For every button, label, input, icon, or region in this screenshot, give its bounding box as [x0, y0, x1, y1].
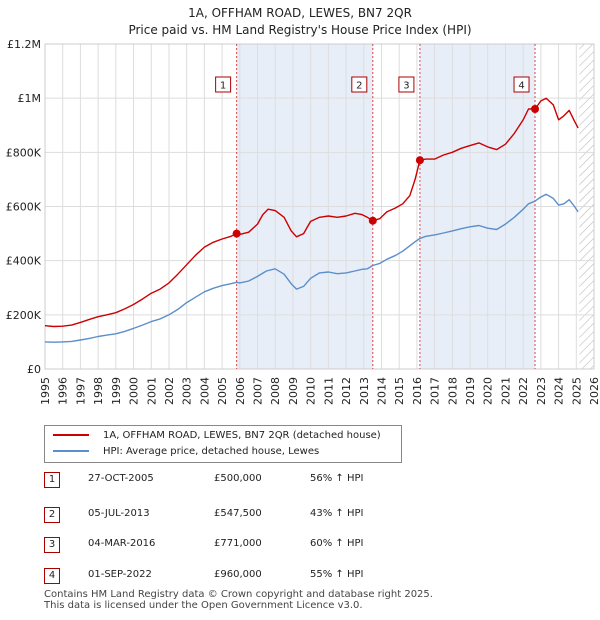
- sale-label-box: [215, 76, 232, 93]
- footer-line-copyright: Contains HM Land Registry data © Crown c…: [44, 589, 433, 600]
- chart-title: 1A, OFFHAM ROAD, LEWES, BN7 2QR: [188, 6, 412, 20]
- y-tick-label: £800K: [6, 146, 42, 159]
- x-tick-label: 2020: [482, 377, 495, 405]
- sale-row: 4 01-SEP-2022 £960,000 55% ↑ HPI: [44, 568, 464, 584]
- x-tick-label: 2002: [163, 377, 176, 405]
- y-tick-label: £200K: [6, 309, 42, 322]
- x-tick-label: 2018: [446, 377, 459, 405]
- x-tick-label: 2003: [181, 377, 194, 405]
- sale-date: 01-SEP-2022: [88, 569, 152, 580]
- x-tick-label: 2019: [464, 377, 477, 405]
- sale-price: £771,000: [214, 538, 262, 549]
- sale-hpi-change: 56% ↑ HPI: [310, 473, 364, 484]
- sale-date: 27-OCT-2005: [88, 473, 154, 484]
- sale-point: [531, 105, 540, 113]
- sale-row: 3 04-MAR-2016 £771,000 60% ↑ HPI: [44, 537, 464, 553]
- sale-label-number: 2: [356, 81, 362, 92]
- y-tick-label: £0: [27, 363, 41, 376]
- x-tick-label: 2008: [269, 377, 282, 405]
- sale-label-number: 4: [518, 81, 524, 92]
- x-tick-label: 2022: [517, 377, 530, 405]
- sale-point: [232, 229, 241, 238]
- x-tick-label: 2013: [358, 377, 371, 405]
- sale-date: 05-JUL-2013: [88, 508, 150, 519]
- sale-label-box: [398, 76, 415, 93]
- x-tick-label: 2001: [145, 377, 158, 405]
- sale-row: 2 05-JUL-2013 £547,500 43% ↑ HPI: [44, 507, 464, 523]
- sale-price: £960,000: [214, 569, 262, 580]
- legend-label-hpi: HPI: Average price, detached house, Lewe…: [103, 446, 320, 457]
- sale-row: 1 27-OCT-2005 £500,000 56% ↑ HPI: [44, 472, 464, 488]
- x-tick-label: 1996: [57, 377, 70, 405]
- legend: 1A, OFFHAM ROAD, LEWES, BN7 2QR (detache…: [44, 425, 402, 463]
- x-tick-label: 2014: [375, 377, 388, 405]
- x-tick-label: 2025: [570, 377, 583, 405]
- legend-item-property: 1A, OFFHAM ROAD, LEWES, BN7 2QR (detache…: [53, 429, 381, 443]
- legend-swatch-hpi: [53, 450, 89, 452]
- x-tick-label: 2009: [287, 377, 300, 405]
- sale-date: 04-MAR-2016: [88, 538, 156, 549]
- legend-swatch-property: [53, 434, 89, 436]
- x-tick-label: 1995: [39, 377, 52, 405]
- x-tick-label: 2023: [535, 377, 548, 405]
- x-tick-label: 2026: [588, 377, 600, 405]
- plot-frame: [44, 43, 595, 370]
- sale-number-badge: 4: [44, 568, 60, 584]
- x-tick-label: 2024: [553, 377, 566, 405]
- footer-line-licence: This data is licensed under the Open Gov…: [44, 600, 363, 611]
- y-tick-label: £1.2M: [7, 38, 41, 51]
- sale-label-box: [513, 76, 530, 93]
- x-tick-label: 1997: [74, 377, 87, 405]
- property-price-line: [44, 97, 579, 328]
- sale-number-badge: 2: [44, 507, 60, 523]
- y-tick-label: £400K: [6, 255, 42, 268]
- sale-price: £500,000: [214, 473, 262, 484]
- sale-point: [368, 216, 377, 225]
- sale-number-badge: 3: [44, 537, 60, 553]
- footer-attribution: Contains HM Land Registry data © Crown c…: [44, 589, 433, 611]
- y-tick-label: £600K: [6, 201, 42, 214]
- sale-label-number: 1: [220, 81, 226, 92]
- sale-label-number: 3: [403, 81, 409, 92]
- sale-hpi-change: 43% ↑ HPI: [310, 508, 364, 519]
- sale-point: [415, 156, 424, 165]
- x-tick-label: 2007: [252, 377, 265, 405]
- x-tick-label: 2021: [499, 377, 512, 405]
- x-tick-label: 2015: [393, 377, 406, 405]
- x-tick-label: 2016: [411, 377, 424, 405]
- x-tick-label: 2000: [128, 377, 141, 405]
- y-tick-label: £1M: [18, 92, 42, 105]
- x-tick-label: 1998: [92, 377, 105, 405]
- x-tick-label: 2006: [234, 377, 247, 405]
- price-chart: 1995 1996 1997 1998 1999 2000 2001 2002 2003 2004…: [6, 38, 600, 405]
- sale-hpi-change: 60% ↑ HPI: [310, 538, 364, 549]
- sale-hpi-change: 55% ↑ HPI: [310, 569, 364, 580]
- x-tick-label: 2011: [322, 377, 335, 405]
- hpi-line: [44, 193, 579, 343]
- x-tick-label: 2005: [216, 377, 229, 405]
- legend-item-hpi: HPI: Average price, detached house, Lewe…: [53, 445, 319, 459]
- legend-label-property: 1A, OFFHAM ROAD, LEWES, BN7 2QR (detache…: [103, 430, 381, 441]
- x-tick-label: 2012: [340, 377, 353, 405]
- sale-number-badge: 1: [44, 472, 60, 488]
- sale-price: £547,500: [214, 508, 262, 519]
- sale-label-box: [351, 76, 368, 93]
- x-tick-label: 2010: [305, 377, 318, 405]
- x-tick-label: 2004: [198, 377, 211, 405]
- x-tick-label: 2017: [429, 377, 442, 405]
- x-tick-label: 1999: [110, 377, 123, 405]
- chart-subtitle: Price paid vs. HM Land Registry's House …: [128, 23, 472, 37]
